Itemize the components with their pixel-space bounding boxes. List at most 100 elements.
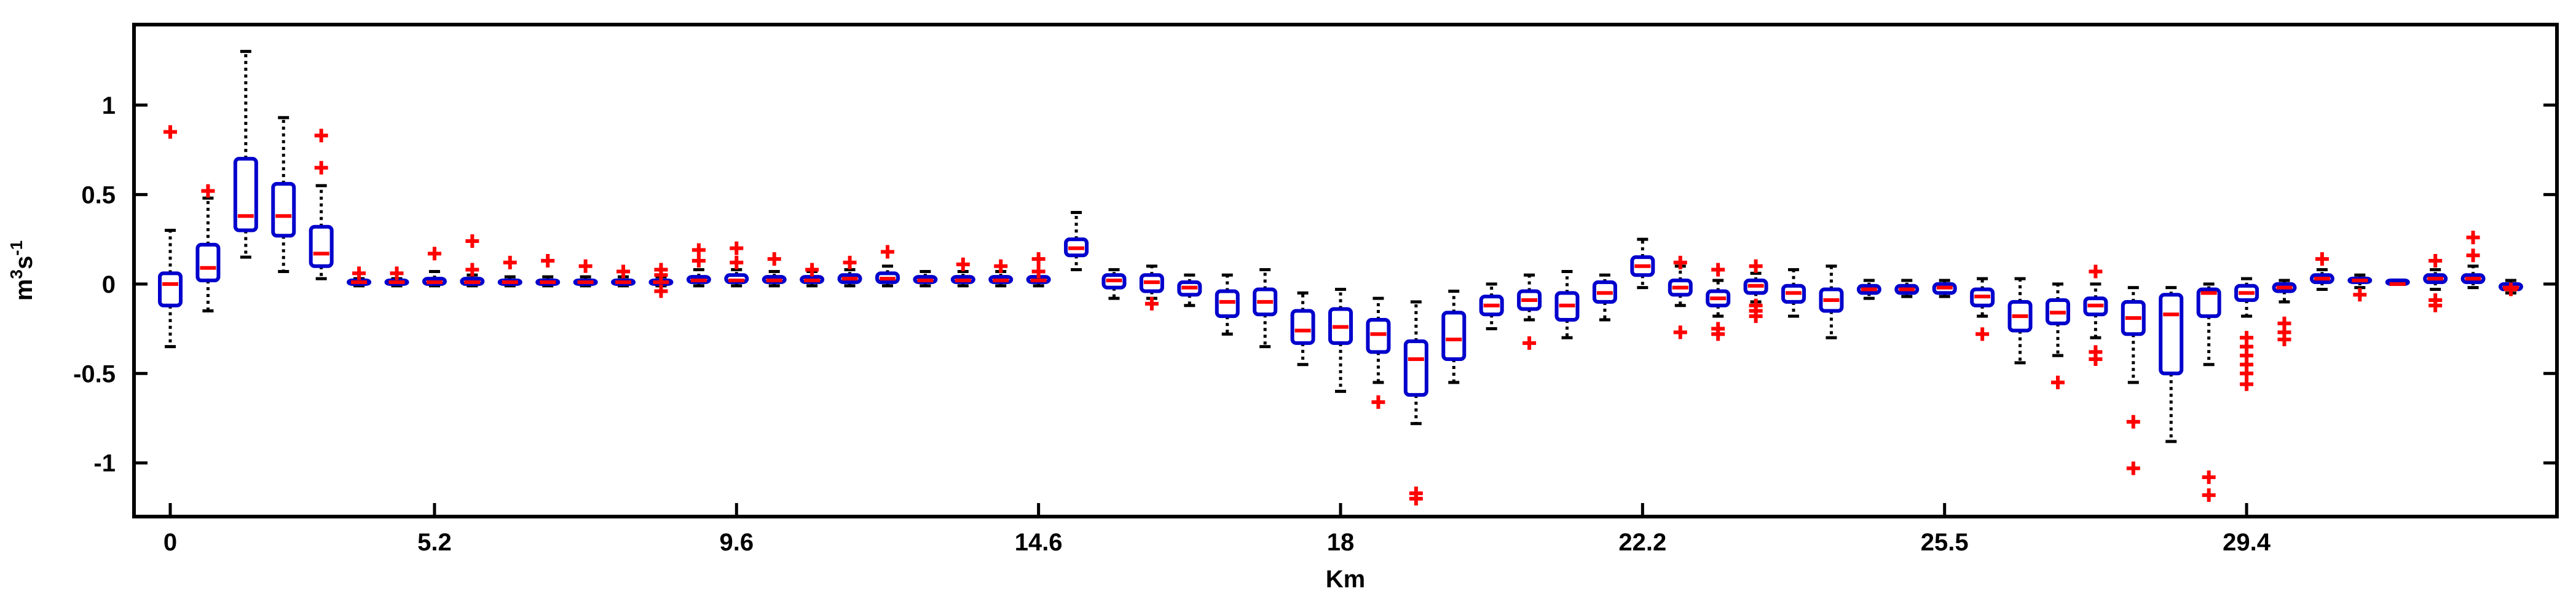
y-axis-ticks: 1 0.5 0 -0.5 -1 — [73, 92, 2557, 477]
outlier-marker — [1673, 325, 1687, 339]
box-group-62 — [2499, 279, 2523, 296]
box-group-4 — [309, 129, 334, 280]
box-group-27 — [1177, 273, 1202, 307]
box-group-49 — [2007, 277, 2033, 365]
outlier-marker — [541, 254, 555, 268]
box-group-14 — [686, 243, 711, 288]
outlier-marker — [314, 161, 328, 175]
outlier-marker — [2202, 488, 2216, 502]
box — [1290, 309, 1315, 345]
box — [233, 157, 258, 232]
outlier-marker — [1711, 263, 1725, 277]
outlier-marker — [616, 264, 631, 279]
box-group-46 — [1894, 279, 1920, 298]
box — [1403, 339, 1428, 397]
box-group-60 — [2423, 254, 2448, 312]
box — [271, 181, 296, 238]
outlier-marker — [1144, 296, 1159, 311]
outlier-marker — [880, 245, 894, 259]
box-group-3 — [271, 116, 296, 273]
box-group-23 — [1026, 252, 1051, 288]
box-group-54 — [2196, 282, 2221, 502]
box-group-37 — [1554, 269, 1580, 339]
box-group-56 — [2272, 279, 2297, 346]
x-tick-label: 22.2 — [1618, 529, 1666, 556]
box-group-22 — [988, 259, 1014, 288]
outlier-marker — [465, 234, 479, 248]
box-group-41 — [1706, 263, 1731, 341]
box-group-32 — [1366, 296, 1391, 409]
outlier-marker — [994, 259, 1008, 273]
box-group-30 — [1290, 291, 1315, 367]
outlier-marker — [2428, 254, 2443, 268]
box-group-44 — [1819, 264, 1844, 339]
x-tick-label: 9.6 — [719, 529, 754, 556]
box-group-12 — [611, 264, 636, 288]
box-group-39 — [1630, 237, 1655, 290]
box-group-13 — [648, 263, 674, 298]
x-tick-label: 5.2 — [417, 529, 452, 556]
box-group-29 — [1253, 268, 1278, 349]
outlier-marker — [843, 255, 857, 269]
box-group-6 — [384, 266, 409, 288]
y-axis-label-sup2: -1 — [7, 240, 26, 256]
outlier-marker — [2089, 264, 2103, 279]
outlier-marker — [654, 284, 668, 298]
plot-frame — [132, 23, 2559, 518]
outlier-marker — [2050, 375, 2065, 389]
y-axis-label: m3s-1 — [7, 240, 37, 301]
outlier-marker — [691, 254, 706, 268]
x-tick-label: 29.4 — [2223, 529, 2271, 556]
box — [1441, 311, 1467, 362]
box — [2159, 293, 2184, 376]
box-group-18 — [837, 255, 862, 288]
y-axis-label-mid: s — [10, 256, 37, 269]
outlier-marker — [2277, 333, 2291, 346]
box-group-1 — [195, 184, 221, 312]
box-group-9 — [497, 255, 522, 288]
box-group-33 — [1403, 300, 1428, 506]
box-group-53 — [2159, 286, 2184, 443]
x-axis-ticks: 0 5.2 9.6 14.6 18 22.2 25.5 29.4 — [163, 503, 2271, 556]
box-group-47 — [1932, 279, 1957, 298]
box-group-28 — [1215, 273, 1240, 336]
box-group-52 — [2121, 286, 2146, 475]
x-tick-label: 18 — [1327, 529, 1355, 556]
y-tick-label: -1 — [93, 450, 116, 477]
outlier-marker — [465, 263, 479, 277]
box-group-55 — [2234, 277, 2259, 391]
box-group-50 — [2045, 282, 2070, 389]
box-group-42 — [1743, 259, 1768, 323]
box-group-43 — [1781, 268, 1806, 318]
box-group-19 — [875, 245, 900, 288]
box-group-25 — [1101, 268, 1127, 300]
outlier-marker — [2466, 248, 2480, 263]
box-group-40 — [1668, 255, 1693, 339]
box-group-11 — [573, 259, 598, 288]
box-group-34 — [1441, 289, 1467, 384]
x-axis-label: Km — [1326, 566, 1365, 593]
outlier-marker — [2504, 282, 2518, 296]
outlier-marker — [2353, 288, 2367, 302]
outlier-marker — [578, 259, 593, 273]
outlier-marker — [2466, 231, 2480, 245]
outlier-marker — [1711, 327, 1725, 341]
outlier-marker — [1371, 395, 1385, 409]
y-axis-label-sup1: 3 — [7, 269, 26, 279]
box-group-7 — [422, 247, 447, 288]
box — [309, 224, 334, 268]
outlier-marker — [314, 129, 328, 143]
box-group-59 — [2385, 278, 2410, 286]
box-group-57 — [2309, 252, 2334, 292]
box-group-58 — [2347, 273, 2373, 302]
box-group-16 — [762, 252, 787, 288]
box-group-51 — [2083, 264, 2108, 366]
box-group-24 — [1064, 210, 1089, 272]
outlier-marker — [654, 268, 668, 282]
outlier-marker — [1031, 264, 1046, 279]
outlier-marker — [730, 255, 744, 269]
outlier-marker — [2202, 470, 2216, 484]
outlier-marker — [1031, 252, 1046, 266]
box-group-45 — [1856, 279, 1881, 300]
